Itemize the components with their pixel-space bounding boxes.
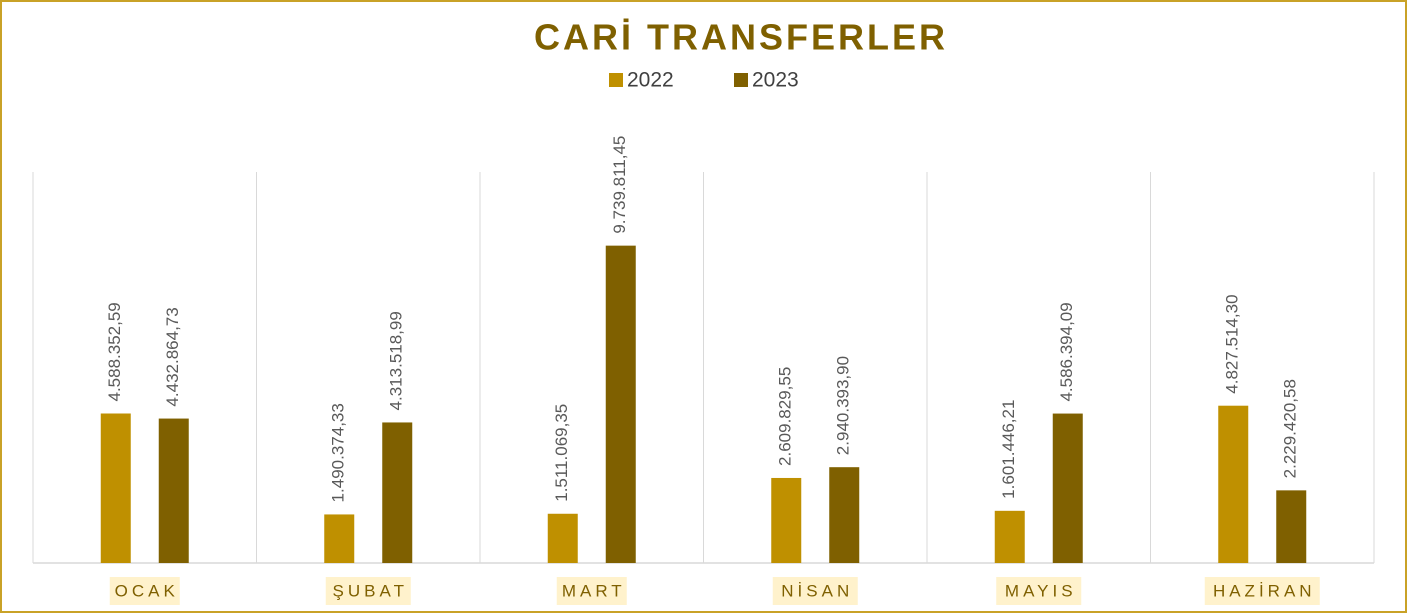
bar [324, 514, 355, 563]
bar [158, 418, 189, 563]
value-label: 4.313.518,99 [387, 311, 406, 410]
value-label: 9.739.811,45 [610, 136, 629, 234]
category-label-bg [996, 577, 1082, 605]
legend-swatch [734, 73, 748, 87]
x-tick-label: MAYIS [1005, 581, 1077, 600]
bar [1218, 405, 1249, 563]
value-label: 4.827.514,30 [1223, 294, 1242, 393]
legend-label: 2023 [752, 69, 799, 92]
category-label-bg [772, 577, 858, 605]
bar [829, 467, 860, 563]
bar [1052, 413, 1083, 563]
legend-swatch [609, 73, 623, 87]
value-label: 1.490.374,33 [329, 403, 348, 502]
value-label: 2.229.420,58 [1281, 379, 1300, 478]
bar [382, 422, 413, 563]
value-label: 1.601.446,21 [999, 400, 1018, 499]
x-tick-label: HAZİRAN [1213, 581, 1316, 600]
x-tick-label: ŞUBAT [333, 581, 408, 600]
bar [100, 413, 131, 563]
bar [994, 510, 1025, 563]
value-label: 2.940.393,90 [834, 356, 853, 455]
value-label: 4.432.864,73 [163, 307, 182, 406]
category-label-bg [1204, 577, 1320, 605]
bar [1276, 490, 1307, 563]
value-label: 4.586.394,09 [1057, 302, 1076, 401]
category-label-bg [556, 577, 627, 605]
bar [547, 513, 578, 563]
x-tick-label: NİSAN [781, 581, 853, 600]
value-label: 4.588.352,59 [105, 302, 124, 401]
value-label: 2.609.829,55 [776, 367, 795, 466]
legend-label: 2022 [627, 69, 674, 92]
x-tick-label: OCAK [115, 581, 179, 600]
bar [605, 245, 636, 563]
value-label: 1.511.069,35 [552, 404, 571, 502]
chart-title: CARİ TRANSFERLER [534, 17, 948, 58]
bar [771, 477, 802, 563]
category-label-bg [325, 577, 411, 605]
x-tick-label: MART [562, 581, 626, 600]
category-label-bg [109, 577, 180, 605]
